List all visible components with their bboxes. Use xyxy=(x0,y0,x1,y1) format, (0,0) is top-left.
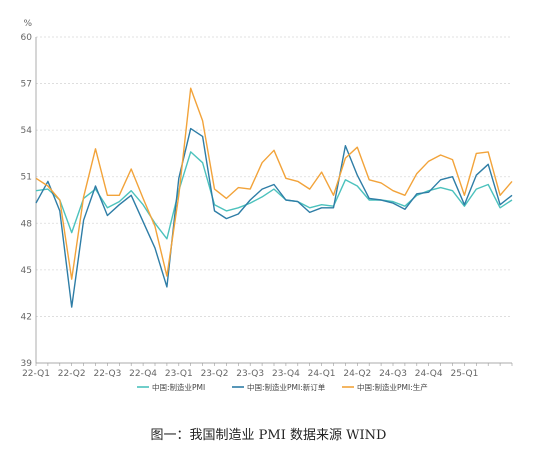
y-tick-label: 54 xyxy=(21,126,33,136)
y-tick-label: 45 xyxy=(21,266,32,276)
x-tick-label: 23-Q3 xyxy=(236,369,264,379)
x-tick-label: 22-Q3 xyxy=(93,369,121,379)
x-tick-label: 23-Q2 xyxy=(201,369,229,379)
x-tick-label: 22-Q2 xyxy=(58,369,86,379)
legend: 中国:制造业PMI 中国:制造业PMI:新订单 中国:制造业PMI:生产 xyxy=(137,382,428,392)
series-line xyxy=(35,127,513,308)
legend-label: 中国:制造业PMI:生产 xyxy=(357,382,428,392)
y-tick-label: 57 xyxy=(21,80,32,90)
x-tick-label: 24-Q1 xyxy=(308,369,336,379)
x-tick-label: 25-Q1 xyxy=(450,369,478,379)
pmi-line-chart: 39 42 45 48 51 54 57 60% 22-Q1 22-Q2 22-Q3 22-Q4 23-… xyxy=(21,19,513,392)
x-tick-label: 24-Q2 xyxy=(343,369,371,379)
y-tick-label: 39 xyxy=(21,359,33,369)
x-tick-label: 23-Q4 xyxy=(272,369,300,379)
y-tick-label: 60 xyxy=(21,33,33,43)
y-unit-label: % xyxy=(23,19,32,29)
series-lines xyxy=(35,87,513,308)
y-tick-label: 51 xyxy=(21,173,32,183)
figure-caption: 图一：我国制造业 PMI 数据来源 WIND xyxy=(150,428,387,443)
legend-label: 中国:制造业PMI:新订单 xyxy=(247,382,326,392)
series-line xyxy=(35,87,513,280)
x-tick-label: 23-Q1 xyxy=(165,369,193,379)
legend-label: 中国:制造业PMI xyxy=(152,382,205,392)
grid-lines xyxy=(36,36,512,364)
x-tick-label: 24-Q3 xyxy=(379,369,407,379)
x-tick-label: 22-Q1 xyxy=(22,369,50,379)
x-tick-label: 22-Q4 xyxy=(129,369,157,379)
y-tick-label: 48 xyxy=(21,219,33,229)
x-tick-label: 24-Q4 xyxy=(415,369,443,379)
series-line xyxy=(35,151,513,240)
y-tick-label: 42 xyxy=(21,312,32,322)
axes: 39 42 45 48 51 54 57 60% 22-Q1 22-Q2 22-Q3 22-Q4 23-… xyxy=(21,19,513,379)
